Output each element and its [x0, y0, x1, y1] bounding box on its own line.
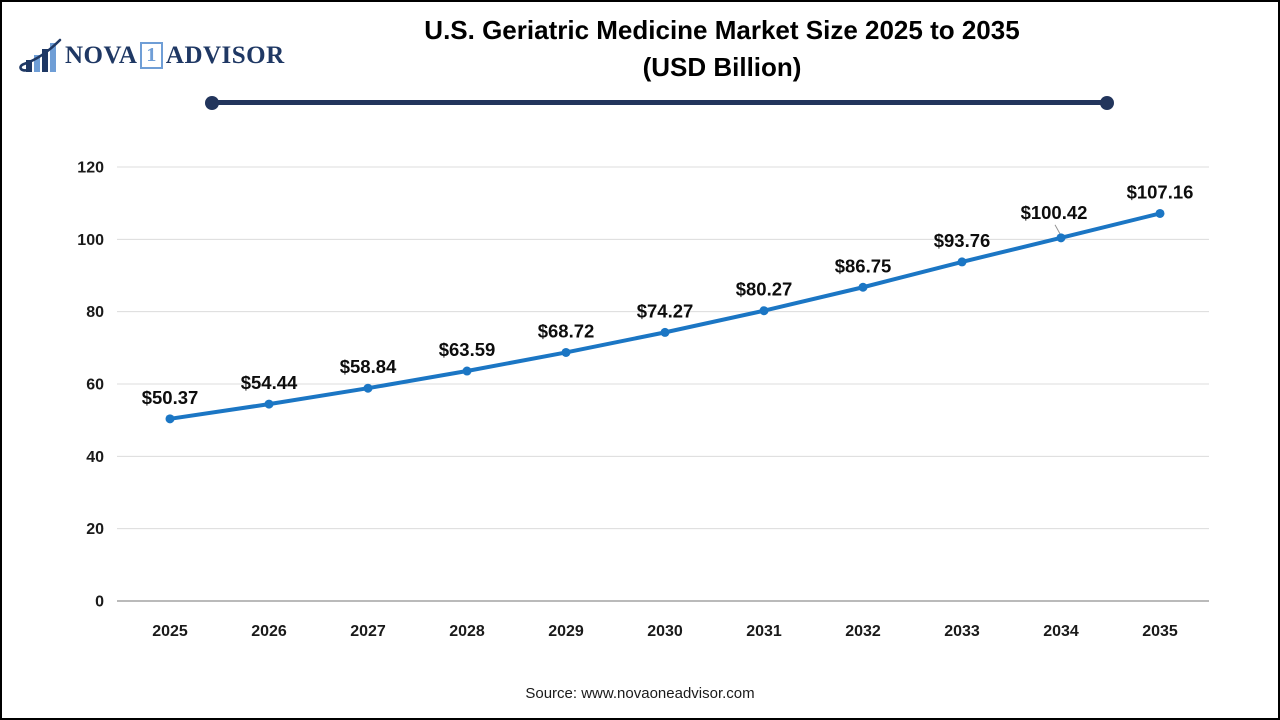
data-point	[660, 327, 670, 337]
x-tick-label: 2026	[251, 623, 287, 640]
logo-bar-chart-swoosh-icon	[19, 38, 62, 72]
x-tick-label: 2029	[548, 623, 584, 640]
y-tick-label: 60	[86, 377, 104, 394]
data-point-label: $63.59	[439, 339, 496, 360]
x-tick-label: 2035	[1142, 623, 1178, 640]
x-tick-label: 2025	[152, 623, 188, 640]
data-point-label: $100.42	[1021, 202, 1088, 223]
data-point	[165, 414, 175, 424]
data-point	[264, 399, 274, 409]
x-tick-label: 2032	[845, 623, 881, 640]
logo: NOVA 1 ADVISOR	[18, 38, 285, 74]
data-point-label: $107.16	[1127, 181, 1194, 202]
x-tick-label: 2031	[746, 623, 782, 640]
underline-dot-left	[205, 95, 219, 110]
data-point-label: $68.72	[538, 320, 595, 341]
data-point-label: $54.44	[241, 372, 298, 393]
x-tick-label: 2033	[944, 623, 980, 640]
data-point	[462, 366, 472, 376]
chart-title-line1: U.S. Geriatric Medicine Market Size 2025…	[424, 15, 1020, 45]
logo-part1: NOVA	[65, 41, 138, 69]
data-point	[957, 257, 967, 267]
data-point	[1056, 233, 1066, 243]
data-point-label: $80.27	[736, 279, 793, 300]
data-point-label: $58.84	[340, 356, 397, 377]
data-point-label: $93.76	[934, 230, 991, 251]
underline-dot-right	[1100, 95, 1114, 110]
data-point-label: $74.27	[637, 300, 694, 321]
y-tick-label: 80	[86, 304, 104, 321]
y-tick-label: 100	[77, 232, 104, 249]
y-tick-label: 0	[95, 594, 104, 611]
data-point-label: $50.37	[142, 387, 199, 408]
chart-title: U.S. Geriatric Medicine Market Size 2025…	[332, 12, 1112, 86]
data-point-label: $86.75	[835, 255, 892, 276]
logo-text: NOVA 1 ADVISOR	[65, 41, 285, 71]
x-tick-label: 2027	[350, 623, 386, 640]
data-point	[858, 282, 868, 292]
x-tick-label: 2034	[1043, 623, 1079, 640]
y-tick-label: 40	[86, 449, 104, 466]
y-tick-label: 120	[77, 160, 104, 177]
y-tick-label: 20	[86, 521, 104, 538]
data-point	[561, 347, 571, 357]
title-underline	[205, 95, 1114, 110]
data-point	[363, 383, 373, 393]
label-leader-line	[1054, 224, 1061, 235]
data-point	[759, 306, 769, 316]
x-tick-label: 2028	[449, 623, 485, 640]
data-point	[1155, 208, 1165, 218]
x-tick-label: 2030	[647, 623, 683, 640]
logo-part2: ADVISOR	[165, 41, 285, 69]
chart-title-line2: (USD Billion)	[642, 51, 802, 82]
logo-badge: 1	[140, 41, 163, 69]
source-text: Source: www.novaoneadvisor.com	[525, 685, 755, 702]
